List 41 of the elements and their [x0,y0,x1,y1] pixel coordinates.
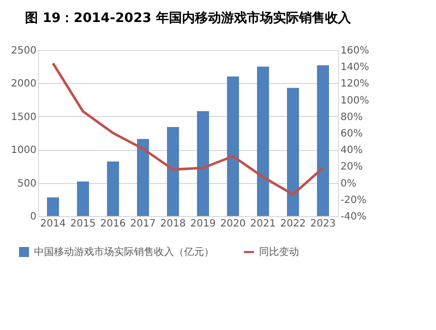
y-tick-label: 2000 [11,78,36,90]
y-tick-label: 500 [17,178,36,190]
y2-tick-label: -40% [340,212,366,222]
bar [77,181,89,216]
x-tick-label: 2019 [190,218,216,230]
x-tick-label: 2016 [100,218,126,230]
y-tick-label: 0 [30,212,36,222]
y-tick-label: 1500 [11,112,36,123]
bar [47,197,59,216]
bar [167,127,179,216]
y2-tick-label: 0% [340,178,356,190]
y2-tick-label: 100% [340,95,370,106]
x-tick-label: 2021 [250,218,276,230]
legend-label: 中国移动游戏市场实际销售收入（亿元） [34,246,214,258]
bar [317,65,329,216]
y2-tick-label: -20% [340,194,366,206]
x-tick-label: 2020 [220,218,246,230]
x-tick-label: 2022 [280,218,306,230]
x-tick-label: 2015 [70,218,96,230]
chart-title: 图 19：2014-2023 年国内移动游戏市场实际销售收入 [25,10,352,26]
y2-tick-label: 80% [340,112,363,123]
x-tick-label: 2023 [310,218,336,230]
x-tick-label: 2017 [130,218,156,230]
bar [257,66,269,216]
x-tick-label: 2014 [40,218,66,230]
line-series [52,62,324,196]
y-tick-label: 2500 [11,46,36,56]
bar [197,111,209,216]
bar [107,162,119,216]
y2-tick-label: 40% [340,145,363,156]
x-tick-label: 2018 [160,218,186,230]
y-tick-label: 1000 [11,145,36,156]
legend-label: 同比变动 [259,246,299,258]
bar [227,76,239,216]
y2-tick-label: 20% [340,162,363,173]
y2-tick-label: 160% [340,46,370,56]
bar [287,88,299,216]
y2-tick-label: 120% [340,78,370,90]
bar [137,138,149,216]
y2-tick-label: 60% [340,128,363,140]
y2-tick-label: 140% [340,62,370,74]
